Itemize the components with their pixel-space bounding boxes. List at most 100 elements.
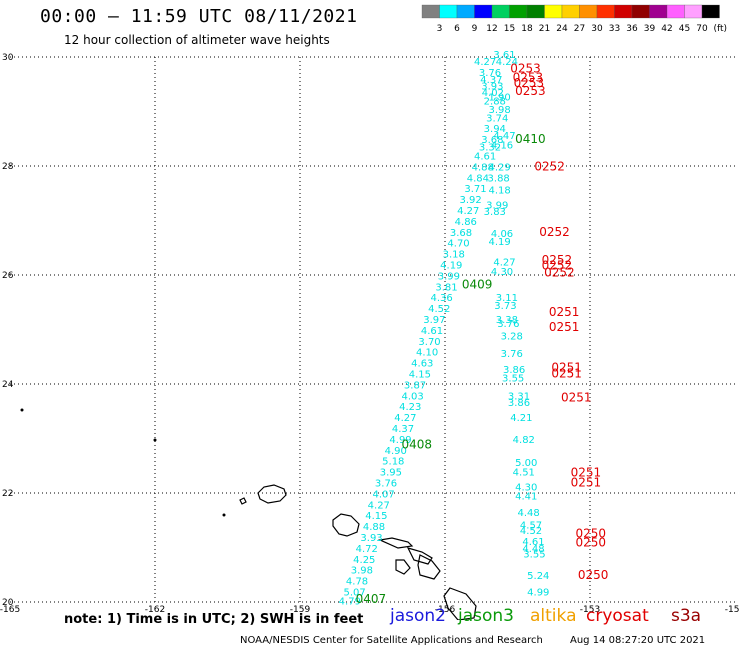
wave-height-label: 4.37 (480, 75, 502, 86)
wave-height-label: 4.27 (493, 258, 515, 269)
island-outline (257, 484, 287, 504)
wave-height-label: 2.88 (484, 96, 506, 107)
wave-height-label: 4.78 (346, 577, 368, 588)
colorbar-label: 15 (504, 24, 515, 34)
wave-height-label: 4.16 (491, 141, 513, 152)
pass-time-label: 0250 (576, 535, 607, 549)
satellite-altika: altika (530, 606, 577, 626)
wave-height-label: 3.76 (375, 478, 397, 489)
wave-height-label: 3.71 (464, 184, 486, 195)
wave-height-label: 4.24 (496, 57, 518, 68)
wave-height-label: 4.25 (353, 555, 375, 566)
island-outline (406, 547, 433, 565)
units-note: note: 1) Time is in UTC; 2) SWH is in fe… (64, 612, 364, 627)
island-outline (239, 497, 247, 505)
wave-height-label: 4.15 (365, 511, 387, 522)
wave-height-label: 4.10 (416, 348, 438, 359)
credit-text: NOAA/NESDIS Center for Satellite Applica… (240, 635, 543, 646)
colorbar-label: 3 (437, 24, 443, 34)
wave-height-label: 4.61 (522, 537, 544, 548)
wave-height-label: 4.57 (520, 520, 542, 531)
wave-height-label: 3.55 (523, 549, 545, 560)
page-title: 00:00 – 11:59 UTC 08/11/2021 (40, 6, 358, 27)
wave-height-label: 4.48 (518, 508, 540, 519)
wave-height-label: 4.19 (489, 237, 511, 248)
pass-time-label: 0251 (549, 320, 580, 334)
pass-time-label: 0251 (571, 466, 602, 480)
y-tick-label: 20 (2, 598, 14, 608)
wave-height-label: 4.52 (428, 304, 450, 315)
wave-height-label: 4.47 (493, 131, 515, 142)
island-outline (332, 513, 360, 537)
pass-time-label: 0253 (510, 61, 541, 75)
wave-height-label: 4.61 (421, 326, 443, 337)
pass-time-label: 0252 (539, 225, 570, 239)
island-outline (395, 559, 411, 575)
colorbar-label: 30 (591, 24, 603, 34)
wave-height-label: 3.81 (435, 282, 457, 293)
page-subtitle: 12 hour collection of altimeter wave hei… (64, 33, 330, 47)
wave-height-label: 3.87 (404, 380, 426, 391)
wave-height-map: -165 -162 -159 -156 -153 -150 20 22 24 26 28 30 4.2… (0, 50, 740, 620)
islet-dot (222, 513, 226, 517)
wave-height-label: 4.07 (373, 489, 395, 500)
colorbar-label: 18 (521, 24, 533, 34)
wave-height-label: 4.03 (402, 391, 424, 402)
wave-height-label: 4.15 (409, 369, 431, 380)
pass-time-label: 0251 (561, 390, 592, 404)
pass-time-label: 0250 (576, 527, 607, 541)
wave-height-label: 3.94 (484, 124, 506, 135)
colorbar-label: 36 (626, 24, 638, 34)
wave-height-label: 4.61 (474, 151, 496, 162)
wave-height-label: 4.48 (522, 544, 544, 555)
wave-height-label: 3.93 (360, 533, 382, 544)
wave-height-label: 4.41 (515, 492, 537, 503)
wave-height-label: 4.21 (510, 413, 532, 424)
y-tick-label: 26 (2, 271, 14, 281)
colorbar-label: 33 (609, 24, 620, 34)
wave-height-label: 4.02 (482, 88, 504, 99)
satellite-cryosat: cryosat (586, 606, 649, 626)
wave-height-label: 4.06 (491, 229, 513, 240)
wave-height-label: 5.00 (515, 458, 537, 469)
wave-height-label: 4.27 (368, 500, 390, 511)
axis-tick-labels: -165 -162 -159 -156 -153 -150 20 22 24 26 28 30 (0, 53, 740, 615)
wave-height-label: 4.86 (455, 217, 477, 228)
wave-height-label: 4.23 (399, 402, 421, 413)
wave-height-label: 3.32 (479, 143, 501, 154)
wave-height-label: 3.28 (501, 331, 523, 342)
colorbar-unit: (ft) (714, 24, 728, 34)
colorbar-label: 27 (574, 24, 585, 34)
pass-time-label: 0251 (549, 305, 580, 319)
pass-time-label: 0251 (551, 360, 582, 374)
wave-height-label: 1.90 (489, 93, 511, 104)
pass-time-label: 0409 (462, 278, 493, 292)
wave-height-label: 4.18 (489, 185, 511, 196)
wave-height-label: 3.86 (503, 365, 525, 376)
pass-time-label: 0410 (515, 132, 546, 146)
wave-height-label: 4.30 (515, 482, 537, 493)
wave-height-label: 3.99 (486, 201, 508, 212)
wave-height-label: 4.27 (457, 206, 479, 217)
x-tick-label: -159 (290, 605, 311, 615)
pass-time-label: 0252 (542, 259, 573, 273)
hawaiian-islands (20, 408, 477, 620)
islet-dot (153, 438, 157, 442)
wave-height-label: 3.55 (502, 373, 524, 384)
wave-height-label: 4.27 (474, 57, 496, 68)
wave-height-label: 3.93 (481, 82, 503, 93)
wave-height-label: 3.74 (486, 113, 508, 124)
wave-height-label: 4.52 (520, 526, 542, 537)
wave-height-label: 4.99 (389, 435, 411, 446)
pass-time-label: 0252 (544, 266, 575, 280)
wave-height-label: 3.61 (493, 50, 515, 61)
wave-height-label: 4.88 (472, 162, 494, 173)
wave-height-label: 4.30 (491, 267, 513, 278)
pass-time-label: 0252 (542, 253, 573, 267)
island-outline (377, 537, 414, 549)
wave-height-label: 3.86 (508, 398, 530, 409)
satellite-jason2: jason2 (390, 606, 446, 626)
pass-time-label: 0251 (571, 475, 602, 489)
wave-height-label: 4.37 (392, 424, 414, 435)
pass-time-label: 0253 (514, 76, 545, 90)
